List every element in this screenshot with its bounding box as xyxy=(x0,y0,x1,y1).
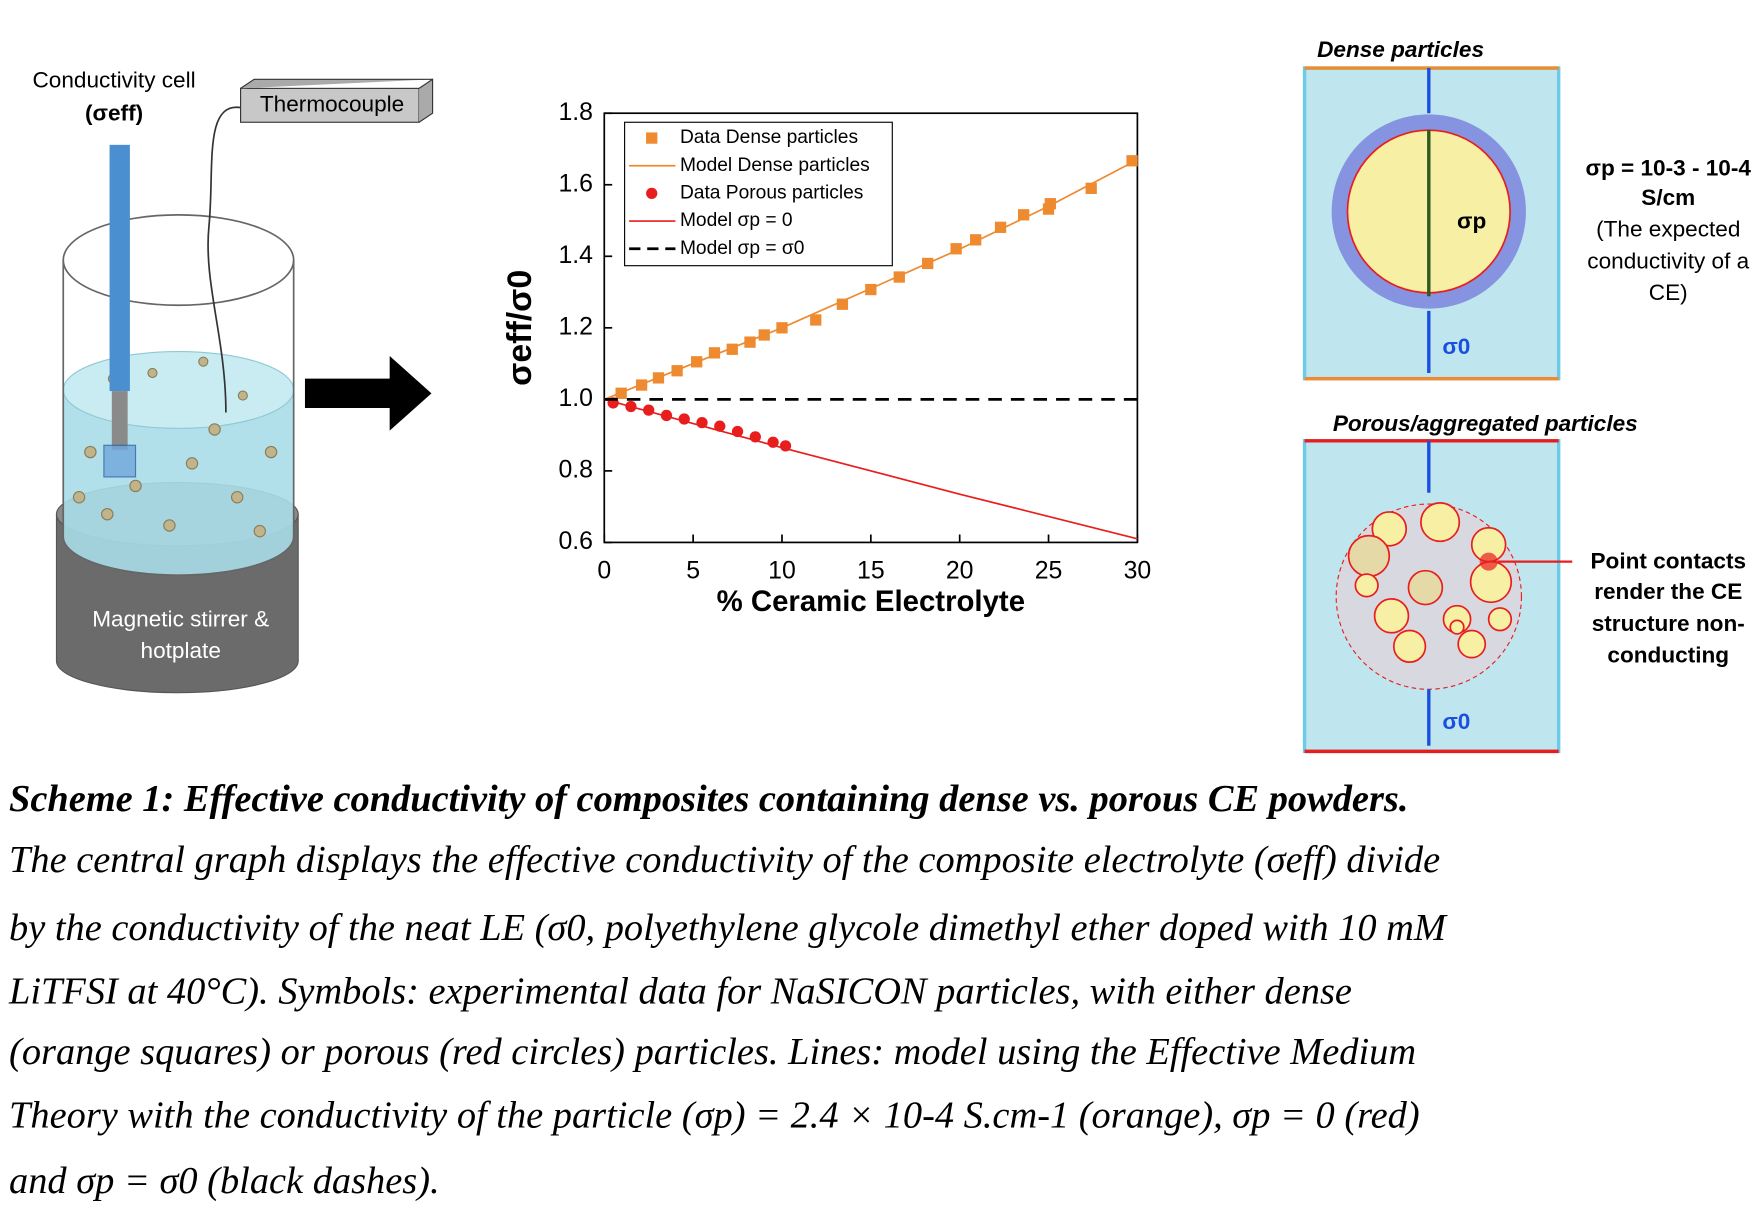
label: Thermocouple xyxy=(260,91,404,116)
y-axis-label: σeff/σ0 xyxy=(501,270,539,386)
note: conducting xyxy=(1607,642,1729,667)
x-tick-label: 0 xyxy=(597,557,611,584)
electrode-tip xyxy=(111,391,128,450)
symbol: σ0 xyxy=(1442,334,1470,359)
label: (σeff) xyxy=(85,100,143,125)
caption-line: The central graph displays the effective… xyxy=(9,839,1440,881)
aggregate-particles xyxy=(1347,502,1513,663)
note: (The expected xyxy=(1596,217,1740,242)
caption-line: and σp = σ0 (black dashes). xyxy=(9,1160,440,1202)
marker xyxy=(893,271,905,283)
marker xyxy=(714,420,726,432)
note: CE) xyxy=(1649,280,1688,305)
caption-title: Scheme 1: Effective conductivity of comp… xyxy=(9,778,1408,820)
label: Conductivity cell xyxy=(33,68,196,93)
x-tick-label: 5 xyxy=(686,557,700,584)
marker xyxy=(744,336,756,348)
note: Point contacts xyxy=(1590,549,1746,574)
marker xyxy=(1044,198,1056,210)
x-tick-label: 30 xyxy=(1124,557,1152,584)
panel-title: Porous/aggregated particles xyxy=(1333,411,1638,436)
note: conductivity of a xyxy=(1587,248,1749,273)
x-tick-label: 15 xyxy=(857,557,885,584)
symbol: σ0 xyxy=(1442,709,1470,734)
thermocouple-box-edge xyxy=(240,78,434,123)
glass-rim xyxy=(62,214,295,307)
label: hotplate xyxy=(141,638,221,663)
marker xyxy=(1085,182,1097,194)
legend-label: Model Dense particles xyxy=(680,155,870,176)
marker xyxy=(994,221,1007,233)
legend-label: Model σp = σ0 xyxy=(680,238,804,259)
legend-label: Model σp = 0 xyxy=(680,210,793,231)
thermocouple-wire xyxy=(207,106,241,413)
marker xyxy=(970,234,982,246)
y-tick-label: 0.8 xyxy=(558,456,593,483)
x-tick-label: 10 xyxy=(768,557,796,584)
note: structure non- xyxy=(1592,611,1745,636)
cell-cube xyxy=(103,444,137,478)
marker xyxy=(708,347,721,359)
caption-line: (orange squares) or porous (red circles)… xyxy=(9,1031,1416,1073)
marker xyxy=(810,314,822,326)
model-line xyxy=(604,398,1138,540)
legend-box xyxy=(624,121,893,267)
marker xyxy=(646,187,658,200)
y-tick-label: 1.6 xyxy=(558,170,593,197)
marker xyxy=(1018,209,1030,221)
label: Magnetic stirrer & xyxy=(92,606,269,631)
legend-label: Data Porous particles xyxy=(680,182,863,203)
y-tick-label: 0.6 xyxy=(558,528,593,555)
marker xyxy=(865,283,877,296)
marker xyxy=(950,243,962,255)
x-axis-label: % Ceramic Electrolyte xyxy=(717,585,1025,618)
y-tick-label: 1.2 xyxy=(558,313,593,340)
note: σp = 10-3 - 10-4 xyxy=(1586,156,1752,181)
note: S/cm xyxy=(1641,185,1695,210)
legend-label: Data Dense particles xyxy=(680,127,858,148)
marker xyxy=(836,298,849,310)
glass-cylinder xyxy=(62,260,295,576)
liquid-top xyxy=(62,350,295,429)
marker xyxy=(726,343,738,355)
caption-line: Theory with the conductivity of the part… xyxy=(9,1094,1420,1136)
symbol: σp xyxy=(1457,209,1486,234)
y-tick-label: 1.8 xyxy=(558,99,593,126)
marker xyxy=(1126,155,1138,167)
contact xyxy=(1479,552,1498,571)
electrode xyxy=(109,144,130,392)
arrow xyxy=(304,356,432,431)
panel-title: Dense particles xyxy=(1317,37,1484,62)
x-tick-label: 20 xyxy=(946,557,974,584)
caption-line: by the conductivity of the neat LE (σ0, … xyxy=(9,907,1448,949)
thermocouple-box xyxy=(240,87,420,123)
model-line xyxy=(603,158,1138,401)
y-tick-label: 1.0 xyxy=(558,385,593,412)
x-tick-label: 25 xyxy=(1035,557,1063,584)
note: render the CE xyxy=(1594,579,1742,604)
y-tick-label: 1.4 xyxy=(558,242,593,269)
caption-line: LiTFSI at 40°C). Symbols: experimental d… xyxy=(8,970,1352,1012)
marker xyxy=(646,132,658,144)
